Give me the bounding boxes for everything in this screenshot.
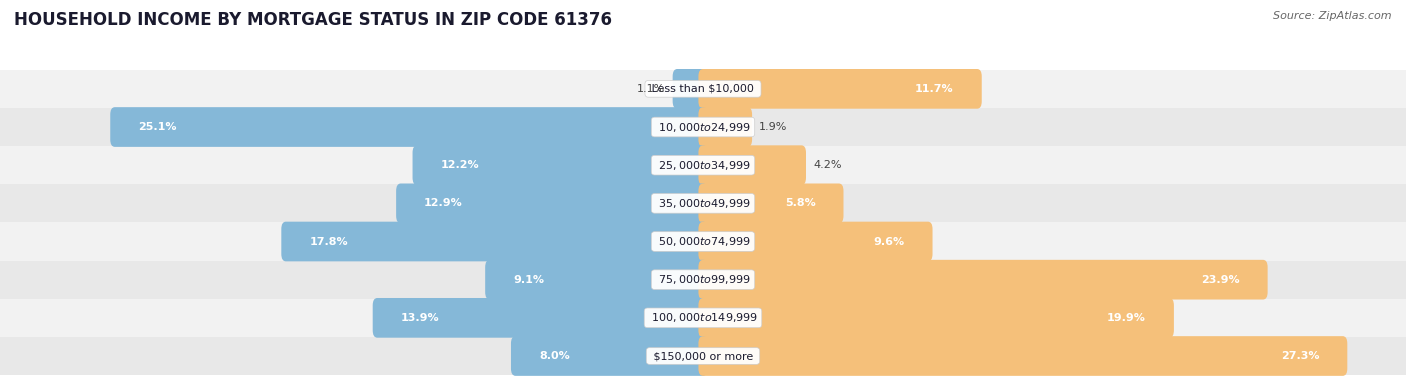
Text: 4.2%: 4.2% xyxy=(813,160,842,170)
FancyBboxPatch shape xyxy=(412,146,707,185)
Text: 8.0%: 8.0% xyxy=(538,351,569,361)
Bar xyxy=(0,337,1406,375)
Bar xyxy=(0,184,1406,222)
Text: 11.7%: 11.7% xyxy=(915,84,953,94)
FancyBboxPatch shape xyxy=(699,146,806,185)
FancyBboxPatch shape xyxy=(373,298,707,338)
FancyBboxPatch shape xyxy=(699,222,932,261)
FancyBboxPatch shape xyxy=(396,184,707,223)
Text: HOUSEHOLD INCOME BY MORTGAGE STATUS IN ZIP CODE 61376: HOUSEHOLD INCOME BY MORTGAGE STATUS IN Z… xyxy=(14,11,612,29)
FancyBboxPatch shape xyxy=(699,184,844,223)
Text: 25.1%: 25.1% xyxy=(138,122,177,132)
Text: 17.8%: 17.8% xyxy=(309,236,347,247)
FancyBboxPatch shape xyxy=(110,107,707,147)
FancyBboxPatch shape xyxy=(699,69,981,109)
Text: 9.6%: 9.6% xyxy=(873,236,904,247)
Text: $50,000 to $74,999: $50,000 to $74,999 xyxy=(655,235,751,248)
Bar xyxy=(0,222,1406,261)
FancyBboxPatch shape xyxy=(699,107,752,147)
Text: 12.9%: 12.9% xyxy=(425,198,463,208)
Text: $100,000 to $149,999: $100,000 to $149,999 xyxy=(648,311,758,324)
Text: $25,000 to $34,999: $25,000 to $34,999 xyxy=(655,159,751,172)
FancyBboxPatch shape xyxy=(699,260,1268,299)
Text: 9.1%: 9.1% xyxy=(513,275,544,285)
Text: $150,000 or more: $150,000 or more xyxy=(650,351,756,361)
FancyBboxPatch shape xyxy=(699,336,1347,376)
Bar xyxy=(0,299,1406,337)
Text: 19.9%: 19.9% xyxy=(1107,313,1146,323)
Text: 12.2%: 12.2% xyxy=(440,160,479,170)
Text: 23.9%: 23.9% xyxy=(1201,275,1240,285)
Text: Less than $10,000: Less than $10,000 xyxy=(648,84,758,94)
Bar xyxy=(0,261,1406,299)
Text: 1.9%: 1.9% xyxy=(759,122,787,132)
Bar xyxy=(0,146,1406,184)
Text: Source: ZipAtlas.com: Source: ZipAtlas.com xyxy=(1274,11,1392,21)
Text: 5.8%: 5.8% xyxy=(785,198,815,208)
Bar xyxy=(0,108,1406,146)
Text: $35,000 to $49,999: $35,000 to $49,999 xyxy=(655,197,751,210)
FancyBboxPatch shape xyxy=(699,298,1174,338)
Text: $75,000 to $99,999: $75,000 to $99,999 xyxy=(655,273,751,286)
Text: 13.9%: 13.9% xyxy=(401,313,439,323)
FancyBboxPatch shape xyxy=(672,69,707,109)
Text: 27.3%: 27.3% xyxy=(1281,351,1319,361)
Text: $10,000 to $24,999: $10,000 to $24,999 xyxy=(655,121,751,133)
Text: 1.1%: 1.1% xyxy=(637,84,665,94)
FancyBboxPatch shape xyxy=(510,336,707,376)
FancyBboxPatch shape xyxy=(485,260,707,299)
Bar xyxy=(0,70,1406,108)
FancyBboxPatch shape xyxy=(281,222,707,261)
